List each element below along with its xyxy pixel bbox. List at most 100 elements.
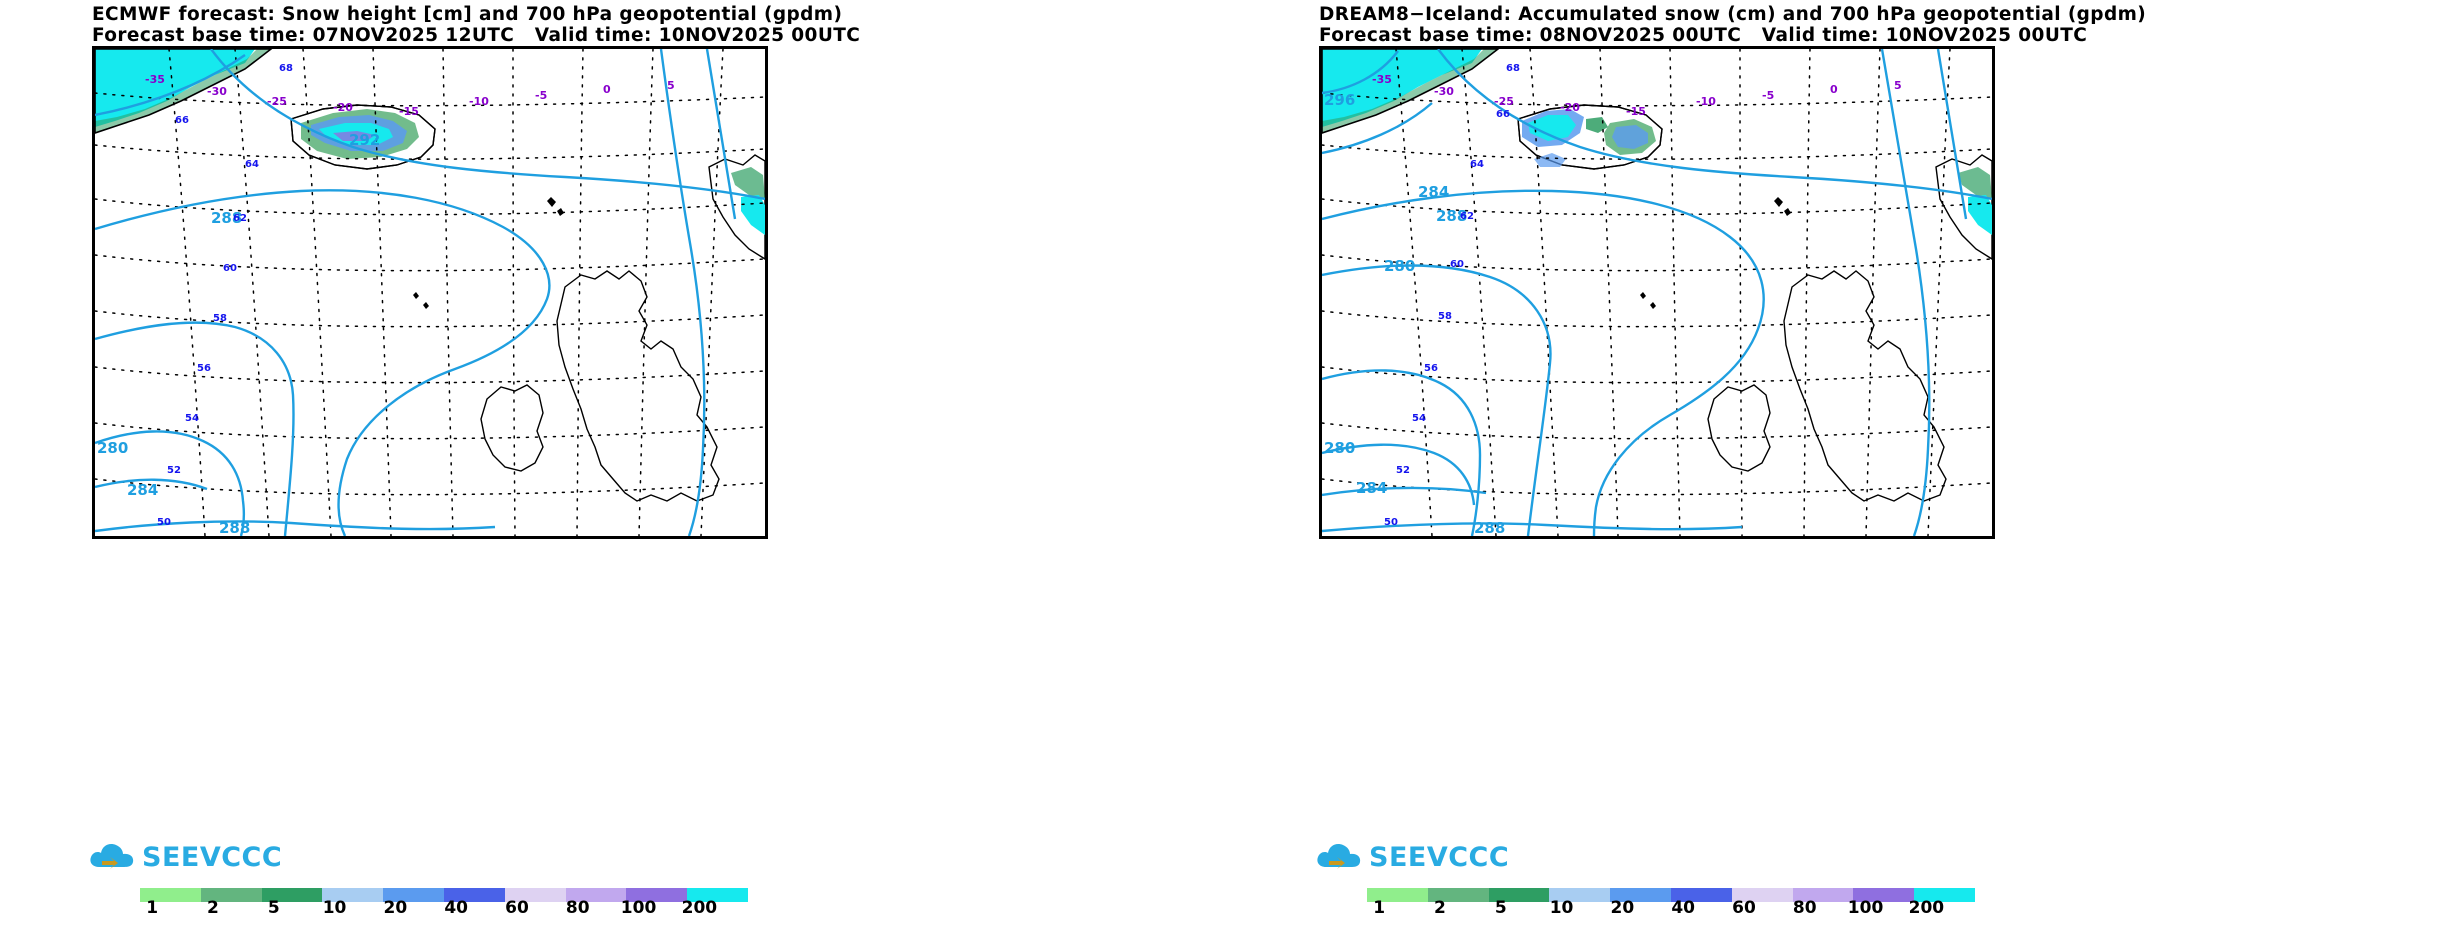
colorbar-swatch-8 — [626, 888, 688, 902]
longitude-label--15: -15 — [399, 105, 419, 118]
colorbar-swatch-8 — [1853, 888, 1915, 902]
contour-label-288b: 288 — [219, 519, 250, 536]
latitude-label-60: 60 — [223, 263, 237, 274]
colorbar-tick-8: 100 — [1847, 898, 1884, 918]
colorbar-swatch-3 — [322, 888, 384, 902]
colorbar-swatch-3 — [1549, 888, 1611, 902]
colorbar-swatch-5 — [1670, 888, 1732, 902]
seevccc-logo-left: SEEVCCC — [88, 838, 282, 876]
longitude-label-5: 5 — [667, 79, 675, 92]
colorbar-swatch-9 — [687, 888, 748, 902]
forecast-panel-left: ECMWF forecast: Snow height [cm] and 700… — [88, 4, 1222, 922]
colorbar-swatch-7 — [565, 888, 627, 902]
latitude-label-56: 56 — [197, 363, 211, 374]
forecast-panel-right: DREAM8−Iceland: Accumulated snow (cm) an… — [1227, 0, 2454, 925]
latitude-label-66: 66 — [1496, 109, 1510, 120]
contour-label-284: 284 — [127, 481, 158, 499]
title-line-2: Forecast base time: 08NOV2025 00UTC Vali… — [1319, 25, 2088, 46]
latitude-label-62: 62 — [233, 213, 247, 224]
colorbar-swatch-6 — [1731, 888, 1793, 902]
latitude-label-50: 50 — [1384, 517, 1398, 528]
colorbar-tick-3: 10 — [1549, 898, 1574, 918]
longitude-label-5: 5 — [1894, 79, 1902, 92]
colorbar-tick-9: 200 — [1908, 898, 1945, 918]
longitude-label-0: 0 — [603, 83, 611, 96]
longitude-label-0: 0 — [1830, 83, 1838, 96]
longitude-label--25: -25 — [1494, 95, 1514, 108]
colorbar-swatch-1 — [200, 888, 262, 902]
colorbar-right — [1367, 888, 1975, 902]
latitude-label-66: 66 — [175, 115, 189, 126]
colorbar-swatch-0 — [1367, 888, 1428, 902]
colorbar-tick-0: 1 — [146, 898, 159, 918]
colorbar-tick-9: 200 — [681, 898, 718, 918]
colorbar-tick-8: 100 — [620, 898, 657, 918]
latitude-label-54: 54 — [185, 413, 199, 424]
map-graphic-right: 288 284 280 280 284 288 296 -35 -30 -25 … — [1322, 49, 1992, 536]
latitude-label-64: 64 — [245, 159, 259, 170]
colorbar-tick-4: 20 — [1610, 898, 1635, 918]
longitude-label--30: -30 — [1434, 85, 1454, 98]
logo-text: SEEVCCC — [142, 841, 283, 873]
colorbar-tick-1: 2 — [207, 898, 219, 918]
colorbar-tick-4: 20 — [383, 898, 408, 918]
panel-title-left: ECMWF forecast: Snow height [cm] and 700… — [92, 4, 1222, 46]
longitude-label--30: -30 — [207, 85, 227, 98]
colorbar-swatch-6 — [504, 888, 566, 902]
seevccc-logo-right: SEEVCCC — [1315, 838, 1509, 876]
latitude-label-50: 50 — [157, 517, 171, 528]
longitude-label--25: -25 — [267, 95, 287, 108]
contour-label-284b: 284 — [1356, 479, 1387, 497]
latitude-label-56: 56 — [1424, 363, 1438, 374]
latitude-label-64: 64 — [1470, 159, 1484, 170]
longitude-label--20: -20 — [1560, 101, 1580, 114]
longitude-label--5: -5 — [535, 89, 547, 102]
colorbar-ticks-right: 1 2 5 10 20 40 60 80 100 200 — [1367, 898, 1975, 922]
colorbar-tick-6: 60 — [505, 898, 529, 918]
latitude-label-62: 62 — [1460, 211, 1474, 222]
contour-label-280: 280 — [1384, 257, 1415, 275]
colorbar-tick-5: 40 — [444, 898, 468, 918]
logo-text: SEEVCCC — [1369, 841, 1510, 873]
longitude-label--15: -15 — [1626, 105, 1646, 118]
contour-label-296: 296 — [1324, 91, 1355, 109]
cloud-icon — [90, 843, 134, 869]
colorbar-swatch-9 — [1914, 888, 1975, 902]
colorbar-swatch-2 — [261, 888, 323, 902]
title-line-1: ECMWF forecast: Snow height [cm] and 700… — [92, 4, 843, 25]
latitude-label-52: 52 — [1396, 465, 1410, 476]
panel-title-right: DREAM8−Iceland: Accumulated snow (cm) an… — [1319, 4, 2449, 46]
colorbar-swatch-1 — [1427, 888, 1489, 902]
latitude-label-68: 68 — [279, 63, 293, 74]
contour-label-280: 280 — [97, 439, 128, 457]
latitude-label-58: 58 — [1438, 311, 1452, 322]
contour-label-280b: 280 — [1324, 439, 1355, 457]
longitude-label--10: -10 — [469, 95, 489, 108]
colorbar-swatch-0 — [140, 888, 201, 902]
title-line-2: Forecast base time: 07NOV2025 12UTC Vali… — [92, 25, 861, 46]
latitude-label-68: 68 — [1506, 63, 1520, 74]
colorbar-swatch-4 — [383, 888, 444, 902]
colorbar-left — [140, 888, 748, 902]
colorbar-swatch-4 — [1610, 888, 1671, 902]
colorbar-tick-6: 60 — [1732, 898, 1756, 918]
longitude-label--5: -5 — [1762, 89, 1774, 102]
contour-label-288: 288 — [1436, 207, 1467, 225]
latitude-label-58: 58 — [213, 313, 227, 324]
colorbar-tick-2: 5 — [267, 898, 280, 918]
contour-label-292: 292 — [349, 131, 380, 149]
map-canvas-left: 288 280 284 288 292 -35 -30 -25 -20 -15 … — [92, 46, 768, 539]
map-canvas-right: 288 284 280 280 284 288 296 -35 -30 -25 … — [1319, 46, 1995, 539]
longitude-label--35: -35 — [145, 73, 165, 86]
contour-label-288: 288 — [211, 209, 242, 227]
colorbar-tick-0: 1 — [1373, 898, 1386, 918]
longitude-label--20: -20 — [333, 101, 353, 114]
colorbar-ticks-left: 1 2 5 10 20 40 60 80 100 200 — [140, 898, 748, 922]
latitude-label-54: 54 — [1412, 413, 1426, 424]
latitude-label-52: 52 — [167, 465, 181, 476]
cloud-icon — [1317, 843, 1361, 869]
longitude-label--10: -10 — [1696, 95, 1716, 108]
contour-label-288b: 288 — [1474, 519, 1505, 536]
title-line-1: DREAM8−Iceland: Accumulated snow (cm) an… — [1319, 4, 2147, 25]
